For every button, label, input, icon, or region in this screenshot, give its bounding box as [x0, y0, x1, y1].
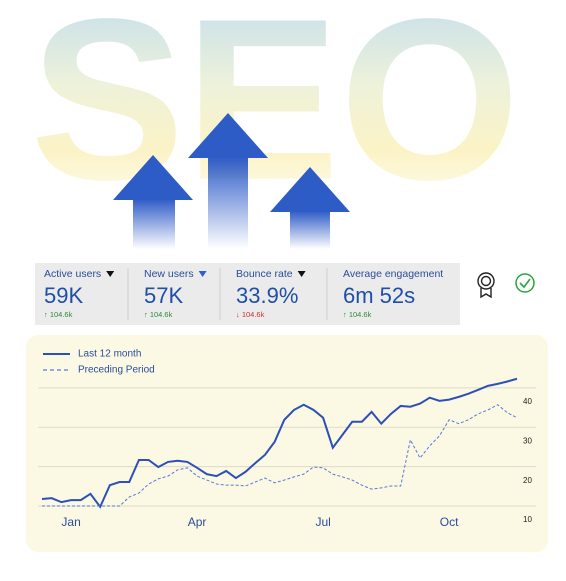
series-line: [42, 404, 518, 507]
y-tick-label: 10: [523, 515, 532, 524]
metric-value: 33.9%: [236, 283, 298, 308]
y-tick-label: 40: [523, 397, 532, 406]
hero-title: SEO: [30, 0, 520, 228]
dropdown-caret: [198, 271, 207, 277]
metric-change: ↑ 104.6k: [144, 310, 173, 319]
metric-label: Average engagement: [343, 268, 443, 280]
check-icon: [515, 273, 535, 293]
legend-label: Preceding Period: [78, 365, 155, 376]
metric-label: Bounce rate: [236, 268, 293, 280]
chart: 10 20 30 40 Jan Apr Jul Oct Last 12 month Precedi…: [38, 349, 536, 529]
x-tick-label: Oct: [440, 515, 459, 529]
legend-label: Last 12 month: [78, 349, 141, 360]
metric-value: 57K: [144, 283, 183, 308]
metric-value: 59K: [44, 283, 83, 308]
x-tick-label: Jan: [61, 515, 80, 529]
metrics: Active users 59K ↑ 104.6k New users 57K ↑ 104…: [44, 268, 443, 320]
chart-card: [26, 335, 548, 552]
award-icon: [477, 272, 495, 299]
y-tick-label: 30: [523, 436, 532, 445]
y-tick-label: 20: [523, 476, 532, 485]
dropdown-caret: [297, 271, 306, 277]
metric-label: Active users: [44, 268, 101, 280]
metric-change: ↑ 104.6k: [44, 310, 73, 319]
metric-value: 6m 52s: [343, 283, 415, 308]
metrics-bar: [35, 263, 460, 325]
dropdown-caret: [106, 271, 115, 277]
series-line: [41, 377, 518, 509]
metric-change: ↓ 104.6k: [236, 310, 265, 319]
growth-arrows: [113, 113, 350, 249]
x-tick-label: Apr: [188, 515, 207, 529]
metric-label: New users: [144, 268, 194, 280]
metric-change: ↑ 104.6k: [343, 310, 372, 319]
x-tick-label: Jul: [315, 515, 330, 529]
